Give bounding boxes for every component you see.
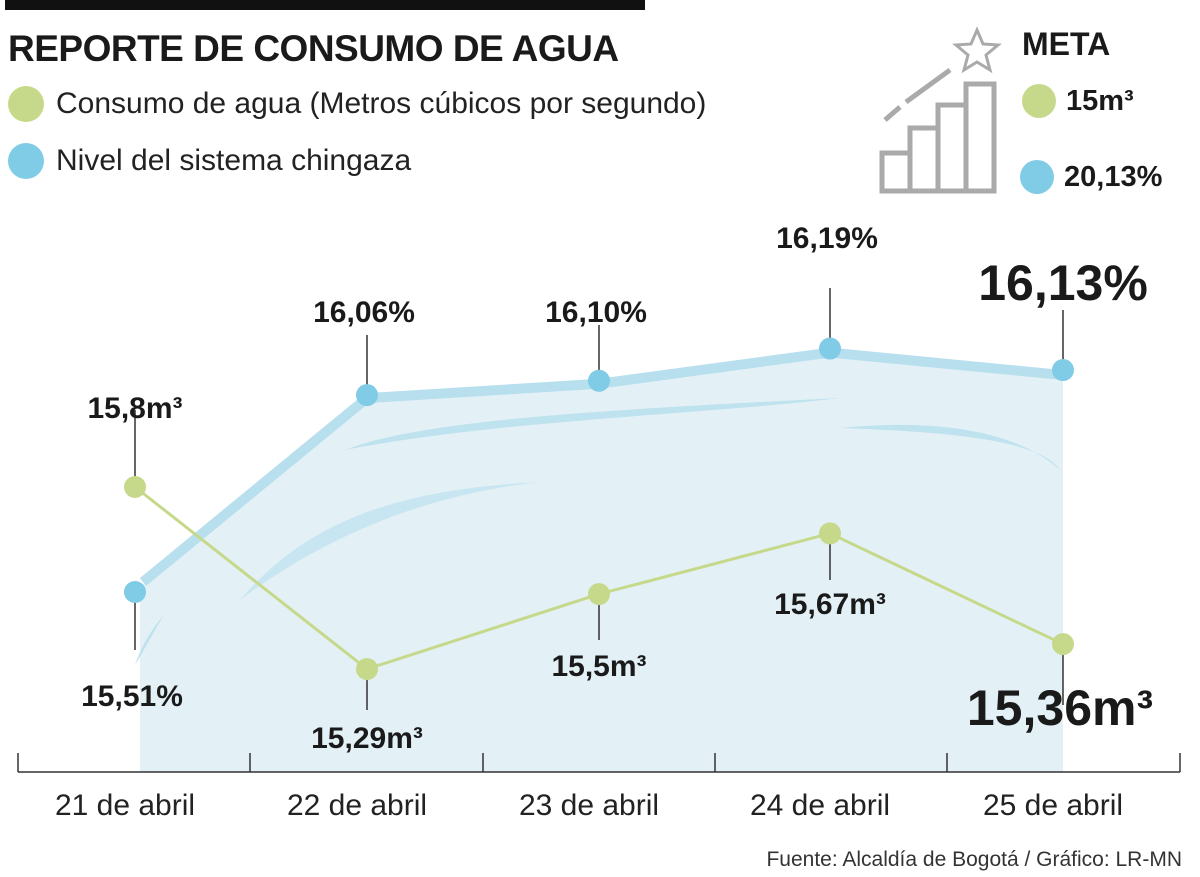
green-dot-icon bbox=[8, 86, 44, 122]
green-dot-icon bbox=[1022, 84, 1056, 118]
green-data-label: 15,29m³ bbox=[311, 722, 423, 755]
legend-label: Nivel del sistema chingaza bbox=[56, 144, 412, 177]
water-wave bbox=[345, 398, 840, 450]
consumo-point bbox=[1052, 633, 1074, 656]
top-rule bbox=[5, 0, 645, 10]
water-wave bbox=[135, 614, 165, 665]
x-tick-label: 25 de abril bbox=[983, 789, 1123, 822]
water-wave bbox=[240, 482, 540, 600]
consumo-point bbox=[124, 476, 146, 498]
blue-dot-icon bbox=[8, 143, 44, 179]
meta-item-consumo: 15m³ bbox=[1022, 84, 1134, 118]
x-tick-label: 23 de abril bbox=[519, 789, 659, 822]
green-data-label: 15,5m³ bbox=[551, 650, 646, 683]
nivel-point bbox=[819, 337, 841, 360]
chart-title: REPORTE DE CONSUMO DE AGUA bbox=[8, 28, 619, 69]
blue-data-label: 16,06% bbox=[313, 296, 415, 329]
blue-dot-icon bbox=[1020, 160, 1054, 194]
x-tick-label: 24 de abril bbox=[750, 789, 890, 822]
meta-item-nivel: 20,13% bbox=[1020, 160, 1162, 194]
nivel-point bbox=[356, 384, 378, 407]
nivel-point bbox=[124, 581, 146, 603]
blue-data-label: 16,10% bbox=[545, 296, 647, 329]
green-data-label: 15,67m³ bbox=[774, 588, 886, 621]
legend-item-consumo: Consumo de agua (Metros cúbicos por segu… bbox=[8, 86, 706, 122]
blue-data-label: 16,13% bbox=[978, 255, 1148, 311]
nivel-point bbox=[588, 369, 610, 392]
legend-item-nivel: Nivel del sistema chingaza bbox=[8, 143, 411, 179]
legend-label: Consumo de agua (Metros cúbicos por segu… bbox=[56, 87, 707, 120]
consumo-point bbox=[819, 522, 841, 545]
green-data-label: 15,8m³ bbox=[87, 392, 182, 425]
consumo-point bbox=[356, 658, 378, 681]
meta-value: 15m³ bbox=[1066, 84, 1134, 117]
blue-data-label: 16,19% bbox=[776, 222, 878, 255]
source-note: Fuente: Alcaldía de Bogotá / Gráfico: LR… bbox=[766, 848, 1182, 871]
meta-value: 20,13% bbox=[1064, 160, 1163, 193]
water-wave bbox=[840, 424, 1060, 470]
blue-data-label: 15,51% bbox=[81, 680, 183, 713]
green-data-label: 15,36m³ bbox=[967, 680, 1153, 736]
consumo-point bbox=[588, 583, 610, 606]
bar-chart-star-icon bbox=[879, 26, 1002, 194]
x-tick-label: 22 de abril bbox=[287, 789, 427, 822]
nivel-point bbox=[1052, 359, 1074, 382]
meta-title: META bbox=[1022, 26, 1111, 62]
x-tick-label: 21 de abril bbox=[55, 789, 195, 822]
